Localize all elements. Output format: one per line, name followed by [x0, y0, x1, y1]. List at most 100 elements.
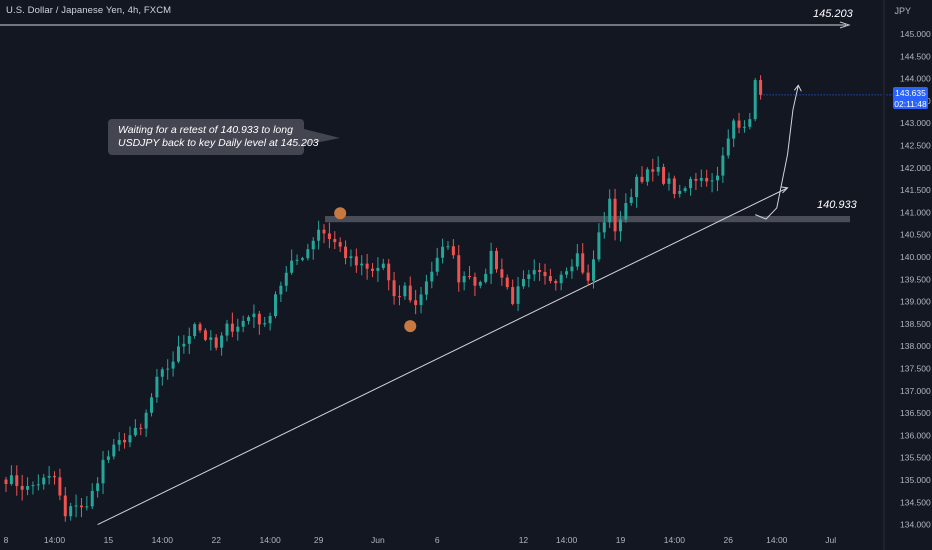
candle-body — [257, 313, 261, 325]
candle-body — [338, 242, 342, 247]
time-tick-label: 19 — [616, 535, 626, 545]
candle-body — [274, 294, 277, 317]
candle-body — [554, 280, 558, 284]
candle-body — [4, 479, 8, 485]
candle-body — [726, 138, 730, 156]
candle-body — [408, 285, 412, 301]
time-tick-label: 15 — [104, 535, 114, 545]
candle-body — [635, 176, 639, 198]
candle-body — [166, 368, 170, 370]
swing-marker — [334, 207, 347, 220]
candle-body — [112, 444, 116, 457]
price-tick-label: 144.000 — [900, 74, 931, 84]
candle-body — [317, 229, 321, 241]
price-tick-label: 145.000 — [900, 29, 931, 39]
candle-body — [252, 313, 256, 318]
candle-body — [63, 495, 67, 517]
time-tick-label: 14:00 — [664, 535, 686, 545]
candle-body — [155, 376, 159, 398]
candle-body — [613, 198, 617, 232]
candle-body — [279, 285, 283, 295]
candle-body — [559, 274, 563, 284]
price-axis[interactable]: 145.000144.500144.000143.500143.000142.5… — [883, 0, 931, 550]
bar-countdown: 02:11:48 — [894, 98, 927, 109]
candle-body — [710, 180, 714, 182]
candle-body — [403, 285, 407, 297]
candle-body — [694, 178, 698, 181]
candle-body — [651, 169, 655, 172]
candle-body — [198, 324, 202, 331]
candle-body — [79, 505, 83, 508]
price-tick-label: 137.000 — [900, 386, 931, 396]
candle-body — [300, 258, 304, 260]
candle-body — [322, 229, 326, 234]
candle-body — [645, 169, 649, 182]
candle-body — [106, 456, 110, 460]
candle-body — [737, 120, 741, 128]
candle-body — [26, 486, 30, 490]
price-tick-label: 136.500 — [900, 408, 931, 418]
candle-body — [618, 219, 622, 232]
candle-body — [494, 250, 498, 270]
candle-body — [748, 119, 752, 127]
price-tick-label: 142.500 — [900, 141, 931, 151]
candle-body — [203, 330, 207, 340]
candle-body — [699, 177, 703, 181]
candle-body — [468, 276, 472, 278]
time-axis[interactable]: 8 14:00 15 14:00 22 14:00 29 Jun 6 12 14:00 19 14:00… — [4, 535, 837, 545]
candle-body — [527, 274, 531, 279]
candle-body — [182, 343, 186, 347]
candle-body — [236, 326, 240, 332]
candle-body — [672, 178, 676, 194]
candle-body — [575, 253, 579, 267]
candle-body — [354, 256, 358, 266]
candle-body — [36, 484, 40, 486]
key-level-arrowhead — [839, 21, 851, 29]
trendline — [97, 187, 788, 526]
support-zone — [325, 215, 850, 223]
candles-layer — [4, 75, 763, 522]
price-tick-label: 139.500 — [900, 274, 931, 284]
candle-body — [629, 197, 633, 204]
candle-body — [327, 233, 331, 240]
candle-body — [187, 336, 191, 344]
candle-body — [424, 281, 428, 295]
price-tick-label: 141.000 — [900, 207, 931, 217]
candle-body — [624, 203, 628, 220]
candle-body — [42, 477, 46, 485]
candle-body — [548, 276, 552, 281]
candle-body — [31, 485, 35, 487]
candle-body — [570, 266, 574, 272]
candle-body — [214, 337, 218, 348]
callout-note[interactable]: Waiting for a retest of 140.933 to long … — [108, 119, 319, 155]
candle-body — [662, 166, 666, 184]
candle-body — [414, 300, 418, 305]
candle-body — [209, 337, 213, 340]
currency-label: JPY — [894, 6, 911, 16]
last-price-tag: 143.635 02:11:48 — [893, 87, 928, 109]
candle-body — [47, 476, 51, 478]
candle-body — [225, 323, 229, 336]
projection-arrowhead — [793, 84, 802, 92]
candle-body — [430, 271, 434, 282]
candle-body — [435, 257, 439, 272]
price-tick-label: 140.000 — [900, 252, 931, 262]
candle-body — [90, 490, 94, 507]
price-tick-label: 138.000 — [900, 341, 931, 351]
candle-body — [230, 323, 234, 332]
candle-body — [538, 270, 542, 272]
candle-body — [608, 198, 612, 223]
candle-body — [397, 296, 401, 298]
candle-body — [565, 271, 569, 275]
candle-body — [602, 222, 606, 233]
price-tick-label: 135.000 — [900, 475, 931, 485]
price-tick-label: 136.000 — [900, 430, 931, 440]
candle-body — [543, 271, 547, 277]
candle-body — [392, 280, 396, 297]
candle-body — [176, 346, 180, 362]
candle-body — [683, 188, 687, 191]
candle-body — [581, 253, 585, 273]
candle-body — [597, 232, 601, 260]
